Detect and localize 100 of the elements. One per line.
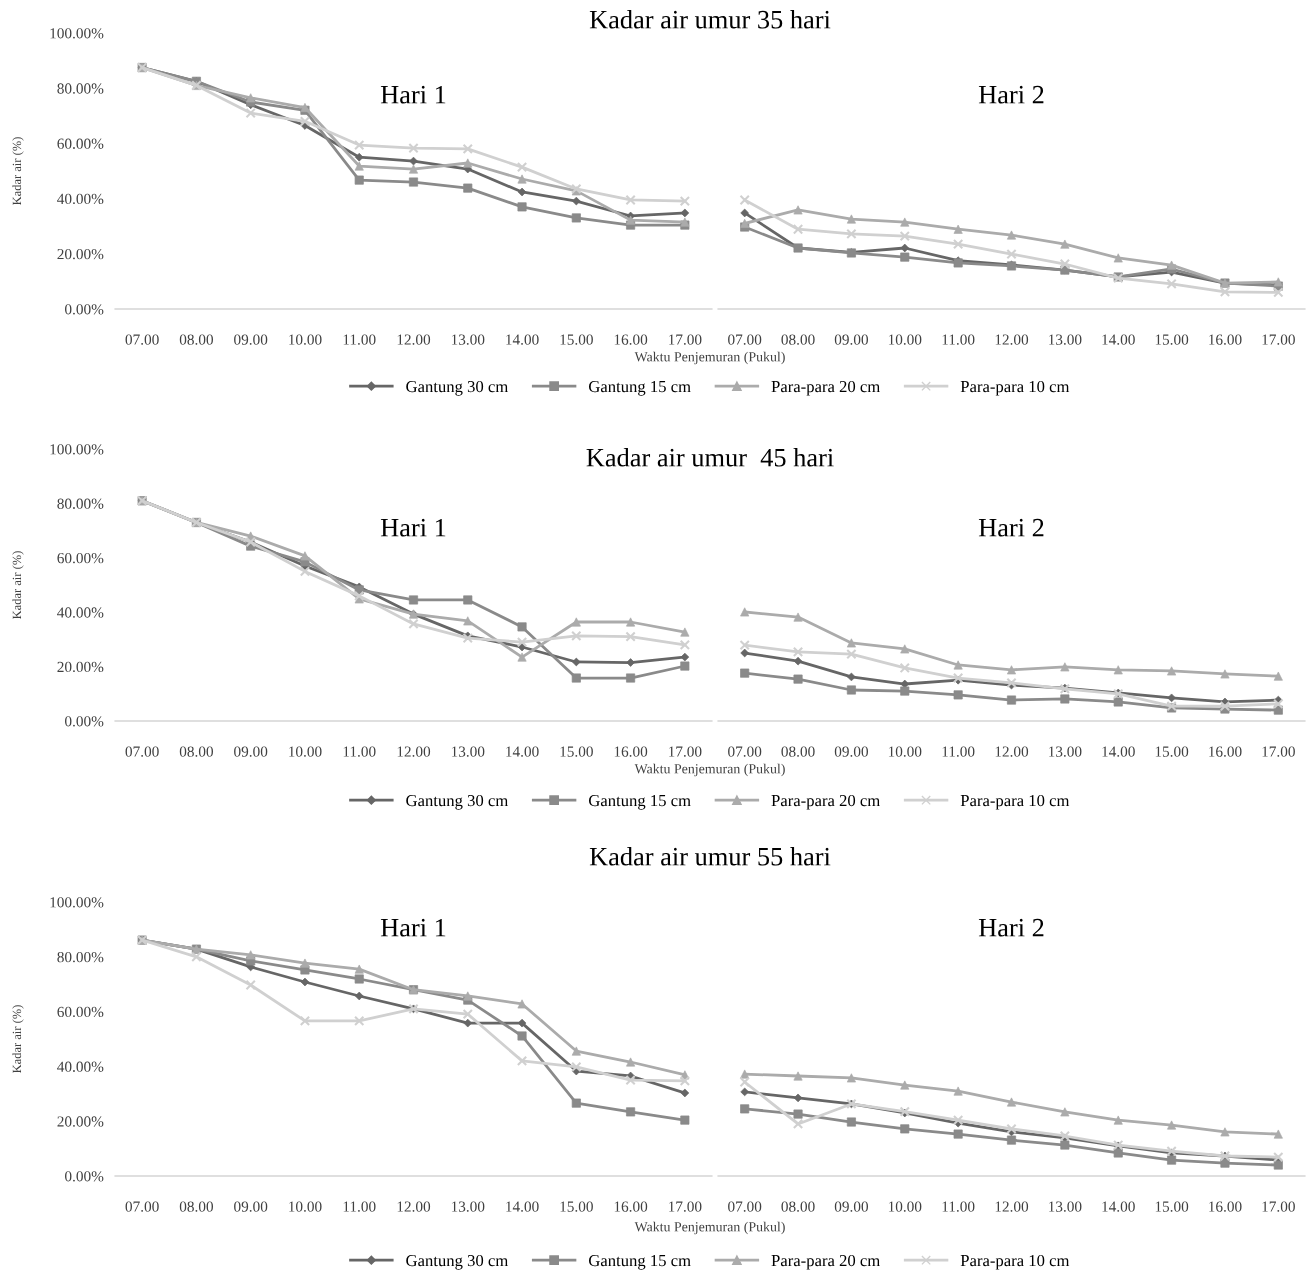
chart-subtitle: Hari 1 — [380, 918, 446, 937]
x-tick-label: 10.00 — [289, 746, 322, 757]
legend-label: Gantung 15 cm — [588, 1255, 691, 1270]
x-tick-label: 16.00 — [614, 746, 648, 757]
y-tick-label: 40.00% — [57, 1061, 104, 1072]
legend-label: Gantung 30 cm — [406, 380, 509, 396]
x-tick-label: 08.00 — [781, 334, 815, 345]
chart-title: Kadar air umur 35 hari — [589, 10, 831, 29]
x-tick-label: 12.00 — [397, 746, 431, 757]
x-tick-label: 15.00 — [560, 1201, 593, 1212]
legend-label: Para-para 10 cm — [960, 1254, 1070, 1270]
legend-label: Para-para 20 cm — [771, 1254, 880, 1270]
x-tick-label: 10.00 — [289, 334, 322, 345]
x-tick-label: 14.00 — [1102, 1201, 1135, 1212]
x-tick-label: 17.00 — [1262, 334, 1295, 345]
x-tick-label: 11.00 — [343, 1201, 376, 1212]
y-tick-label: 60.00% — [57, 552, 104, 564]
x-tick-label: 15.00 — [1155, 1201, 1189, 1212]
x-tick-label: 07.00 — [728, 334, 762, 345]
x-tick-label: 14.00 — [506, 746, 539, 757]
x-tick-label: 09.00 — [834, 746, 869, 757]
x-tick-label: 09.00 — [234, 1201, 268, 1212]
x-tick-label: 16.00 — [1209, 746, 1242, 757]
y-tick-label: 0.00% — [65, 1171, 104, 1182]
x-axis-title: Waktu Penjemuran (Pukul) — [634, 1221, 785, 1235]
text: Hari 1 — [380, 85, 446, 104]
x-tick-label: 09.00 — [834, 1201, 869, 1212]
y-tick-label: 0.00% — [65, 304, 104, 315]
x-tick-label: 17.00 — [1262, 746, 1295, 757]
x-tick-label: 08.00 — [179, 746, 214, 757]
x-tick-label: 09.00 — [234, 746, 268, 757]
legend-label: Para-para 20 cm — [771, 794, 880, 810]
x-tick-label: 17.00 — [1262, 1201, 1295, 1212]
x-tick-label: 07.00 — [125, 746, 159, 757]
y-tick-label: 0.00% — [65, 716, 104, 727]
x-tick-label: 17.00 — [669, 334, 702, 345]
x-tick-label: 15.00 — [560, 746, 593, 757]
x-tick-label: 13.00 — [451, 746, 485, 757]
y-axis-title: Kadar air (%) — [12, 551, 24, 619]
legend-label: Para-para 10 cm — [960, 380, 1070, 396]
x-tick-label: 14.00 — [1102, 334, 1135, 345]
x-tick-label: 10.00 — [888, 746, 922, 757]
x-tick-label: 07.00 — [728, 1201, 762, 1212]
x-tick-label: 12.00 — [397, 1201, 431, 1212]
y-tick-label: 100.00% — [50, 444, 104, 455]
y-tick-label: 60.00% — [57, 1006, 104, 1018]
x-tick-label: 16.00 — [1209, 1201, 1242, 1212]
x-tick-label: 10.00 — [888, 1201, 922, 1212]
y-tick-label: 40.00% — [57, 193, 104, 205]
y-tick-label: 20.00% — [57, 1116, 104, 1127]
y-tick-label: 40.00% — [57, 607, 104, 618]
y-tick-label: 80.00% — [57, 498, 104, 509]
x-tick-label: 08.00 — [179, 1201, 214, 1212]
x-tick-label: 08.00 — [781, 1201, 815, 1212]
x-tick-label: 16.00 — [1209, 334, 1242, 345]
x-tick-label: 17.00 — [669, 746, 702, 757]
x-tick-label: 15.00 — [560, 334, 593, 345]
x-tick-label: 07.00 — [125, 1201, 159, 1212]
x-tick-label: 12.00 — [995, 334, 1029, 345]
x-tick-label: 11.00 — [343, 746, 376, 757]
legend-label: Gantung 30 cm — [406, 794, 509, 810]
x-tick-label: 11.00 — [942, 746, 975, 757]
x-tick-label: 09.00 — [234, 334, 268, 345]
y-tick-label: 80.00% — [57, 83, 104, 94]
legend-label: Gantung 15 cm — [588, 381, 691, 396]
x-tick-label: 11.00 — [343, 334, 376, 345]
y-tick-label: 100.00% — [50, 28, 104, 39]
y-axis-title: Kadar air (%) — [12, 1005, 24, 1073]
legend-label: Para-para 20 cm — [771, 380, 880, 396]
x-axis-title: Waktu Penjemuran (Pukul) — [634, 763, 785, 777]
chart-subtitle: Hari 2 — [978, 918, 1044, 937]
x-tick-label: 13.00 — [451, 334, 485, 345]
x-tick-label: 14.00 — [506, 1201, 539, 1212]
x-tick-label: 12.00 — [397, 334, 431, 345]
text: Hari 2 — [978, 85, 1044, 104]
y-tick-label: 100.00% — [50, 897, 104, 908]
x-tick-label: 13.00 — [451, 1201, 485, 1212]
x-tick-label: 08.00 — [781, 746, 815, 757]
x-tick-label: 09.00 — [834, 334, 869, 345]
legend-label: Gantung 15 cm — [588, 795, 691, 810]
x-tick-label: 14.00 — [1102, 746, 1135, 757]
legend-label: Para-para 10 cm — [960, 794, 1070, 810]
x-tick-label: 12.00 — [995, 1201, 1029, 1212]
chart-title: Kadar air umur 45 hari — [586, 448, 834, 467]
y-tick-label: 20.00% — [57, 248, 104, 260]
x-tick-label: 11.00 — [942, 1201, 975, 1212]
x-tick-label: 15.00 — [1155, 334, 1189, 345]
chart-title: Kadar air umur 55 hari — [589, 847, 831, 866]
legend-label: Gantung 30 cm — [406, 1254, 509, 1270]
y-tick-label: 80.00% — [57, 951, 104, 963]
x-tick-label: 17.00 — [669, 1201, 702, 1212]
x-tick-label: 11.00 — [942, 334, 975, 345]
y-tick-label: 20.00% — [57, 661, 104, 673]
x-tick-label: 16.00 — [614, 1201, 648, 1212]
y-axis-title: Kadar air (%) — [12, 137, 24, 205]
x-tick-label: 07.00 — [125, 334, 159, 345]
y-tick-label: 60.00% — [57, 138, 104, 149]
x-tick-label: 13.00 — [1049, 746, 1082, 757]
text: Hari 1 — [380, 518, 446, 537]
x-tick-label: 10.00 — [289, 1201, 322, 1212]
